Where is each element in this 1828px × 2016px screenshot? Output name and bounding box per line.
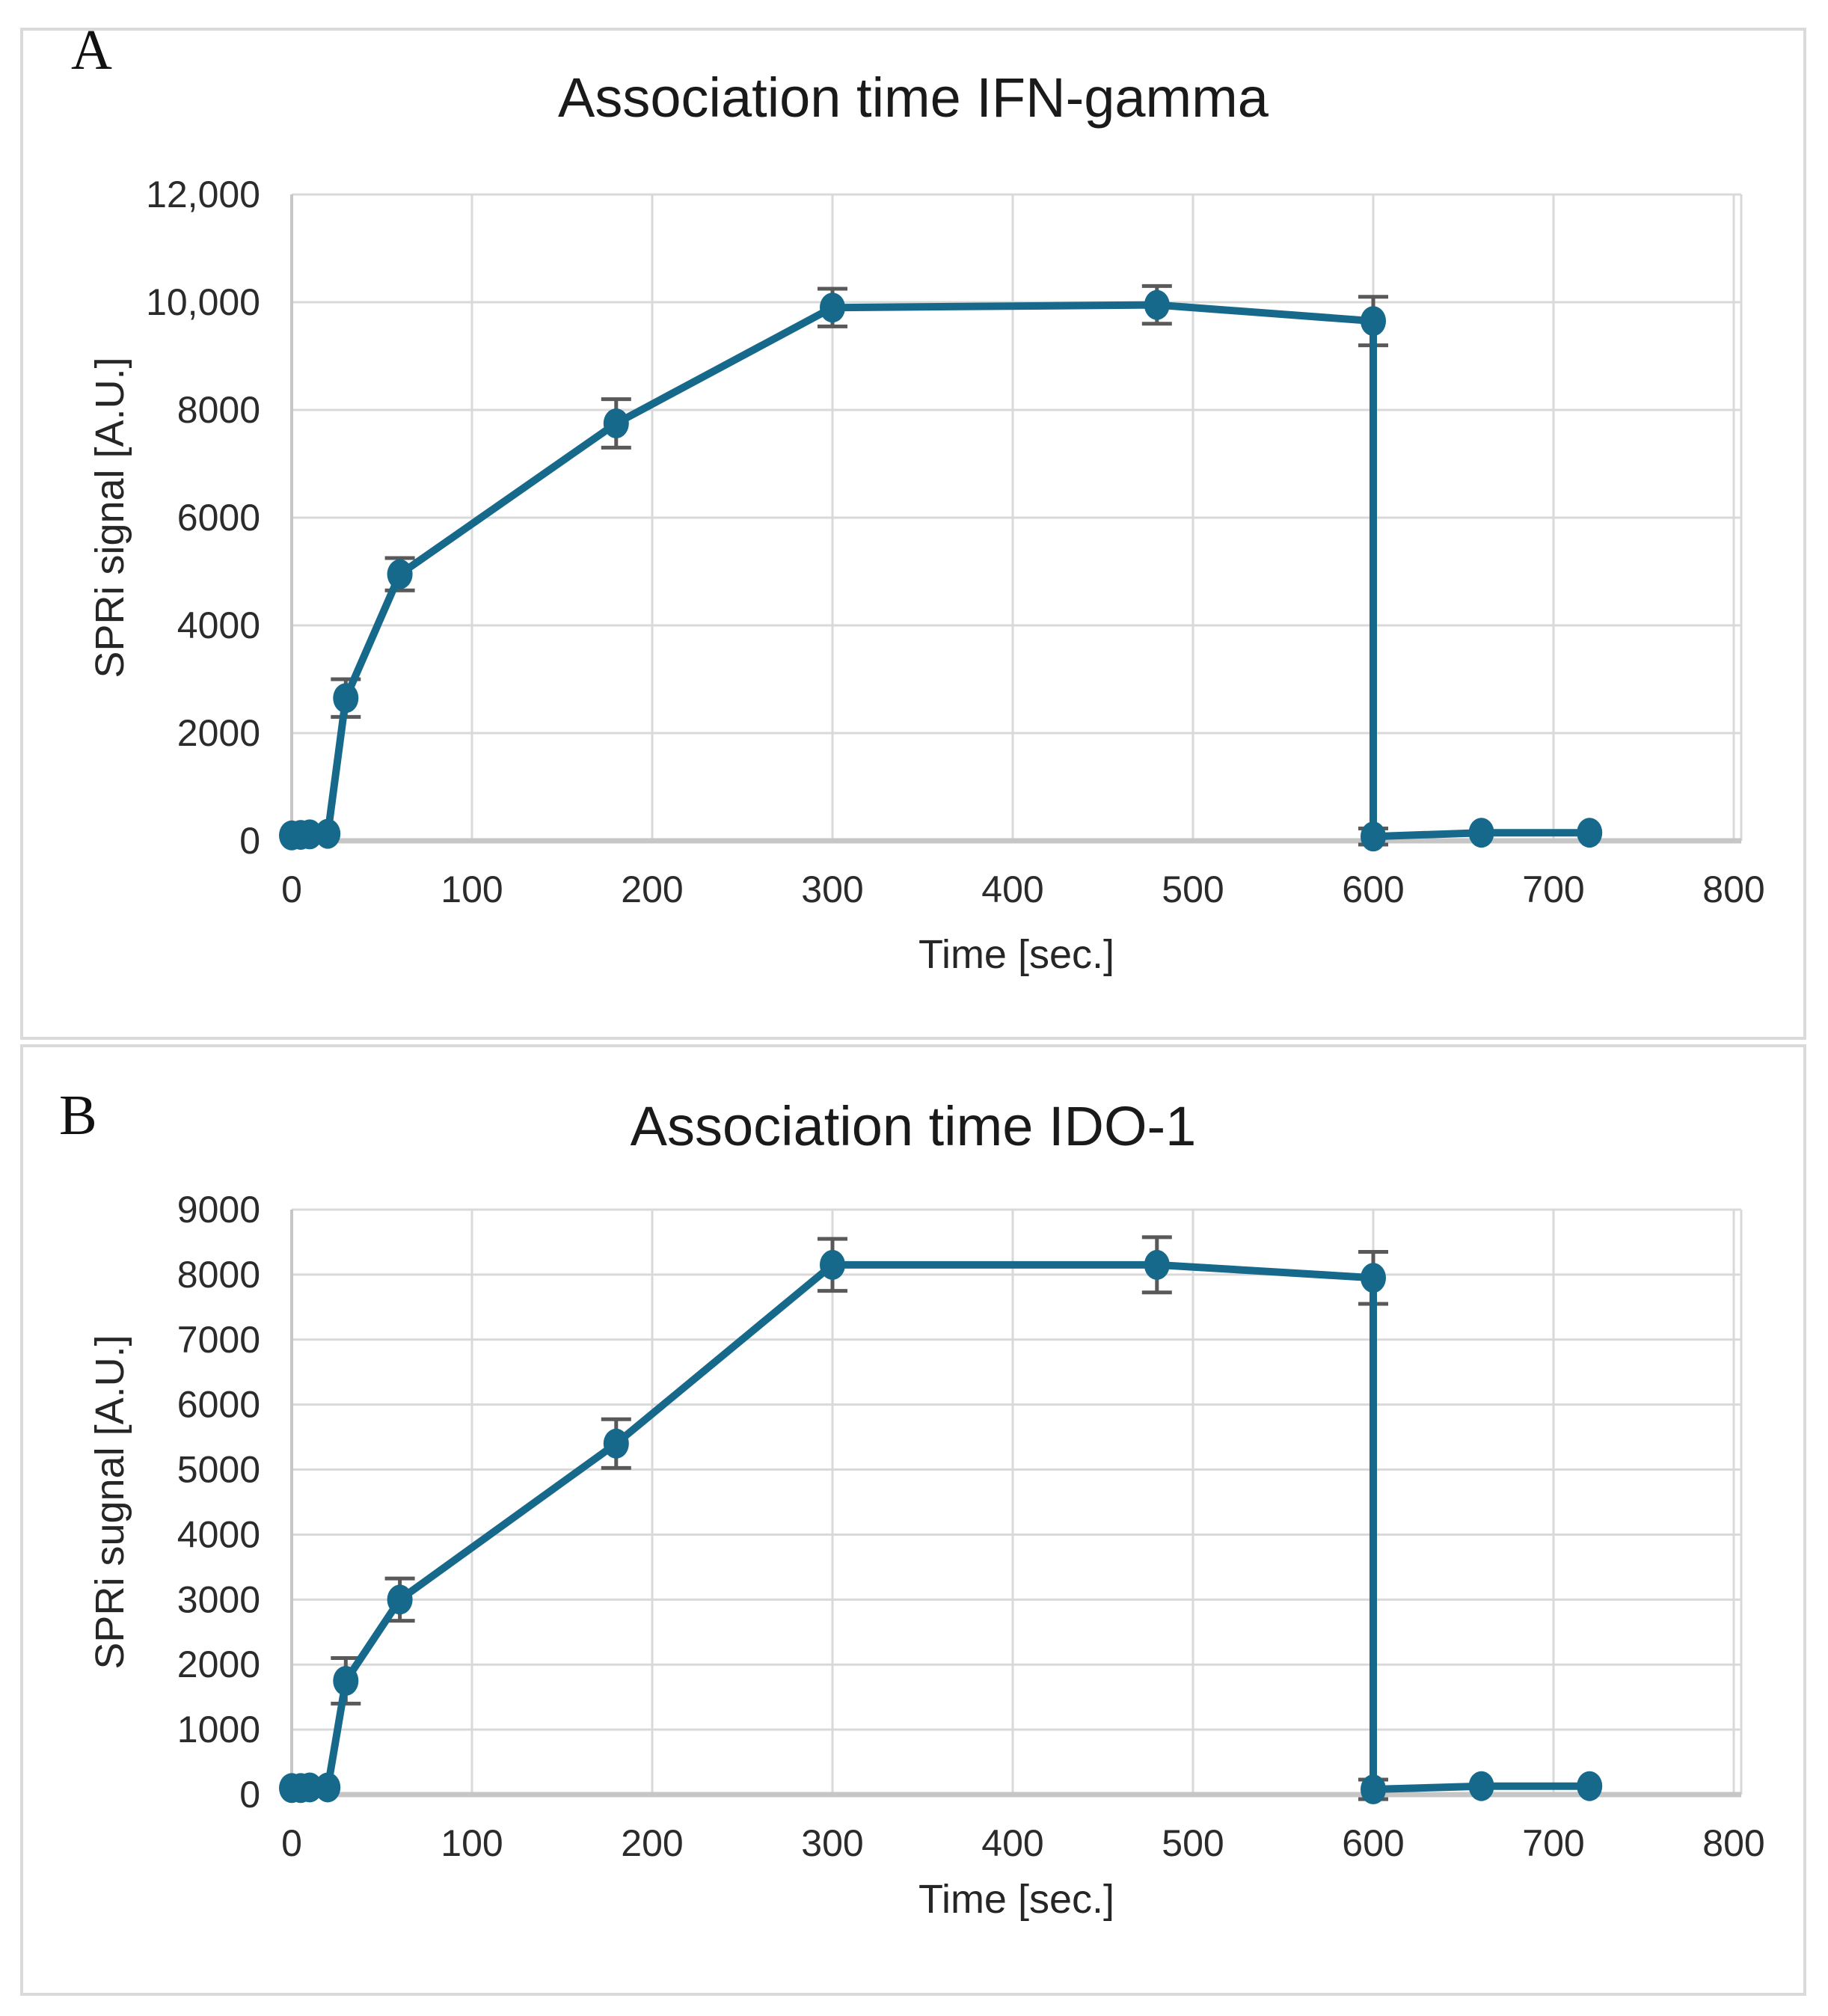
panel-b-letter: B (59, 1084, 97, 1147)
panel-a-chart-plot: 0 2000 4000 6000 8000 10,000 12,000 0 100 200 300 4… (146, 174, 1765, 910)
panel-b-chart-plot: 0 1000 2000 3000 4000 5000 6000 7000 8000 9000 0 10… (177, 1189, 1765, 1864)
panel-a: A Association time IFN-gamma 0 2000 4000 60… (20, 22, 1806, 1040)
y-tick-label: 5000 (177, 1449, 260, 1491)
data-point (1577, 818, 1603, 848)
data-point (820, 292, 845, 323)
x-tick-label: 700 (1522, 868, 1584, 910)
x-tick-label: 0 (281, 1822, 302, 1864)
data-point (297, 819, 323, 850)
y-tick-label: 6000 (177, 497, 260, 539)
panel-b-x-axis-title: Time [sec.] (918, 1877, 1115, 1922)
panel-a-letter: A (71, 19, 112, 82)
x-tick-label: 300 (801, 1822, 863, 1864)
x-tick-label: 800 (1702, 868, 1764, 910)
series-line (288, 301, 1594, 841)
y-tick-label: 4000 (177, 1513, 260, 1555)
data-point (820, 1249, 845, 1280)
x-tick-label: 100 (441, 1822, 503, 1864)
data-point (1577, 1771, 1603, 1801)
y-tick-label: 7000 (177, 1319, 260, 1361)
x-tick-label: 100 (441, 868, 503, 910)
data-point (333, 683, 359, 714)
panel-a-title: Association time IFN-gamma (558, 67, 1269, 129)
data-point (603, 408, 629, 438)
y-tick-label: 8000 (177, 389, 260, 431)
data-point (333, 1665, 359, 1696)
x-tick-label: 600 (1342, 868, 1404, 910)
panel-b: B Association time IDO-1 0 1000 2000 3000 40… (20, 1044, 1806, 1996)
y-tick-label: 2000 (177, 1643, 260, 1685)
x-tick-label: 500 (1162, 1822, 1224, 1864)
data-point (1361, 306, 1386, 337)
data-point (1468, 1771, 1494, 1801)
y-tick-label: 0 (239, 1774, 260, 1816)
data-point (1361, 1774, 1386, 1805)
x-tick-label: 600 (1342, 1822, 1404, 1864)
x-tick-label: 400 (981, 1822, 1043, 1864)
panel-b-title: Association time IDO-1 (630, 1095, 1197, 1157)
data-point (387, 1584, 413, 1615)
y-tick-label: 6000 (177, 1384, 260, 1426)
y-tick-label: 8000 (177, 1254, 260, 1296)
series-line (288, 1260, 1594, 1794)
panel-b-y-axis-title: SPRi sugnal [A.U.] (88, 1335, 132, 1670)
x-tick-label: 400 (981, 868, 1043, 910)
y-tick-label: 1000 (177, 1709, 260, 1750)
data-point (1361, 821, 1386, 852)
data-point (1361, 1263, 1386, 1293)
data-point (315, 818, 341, 849)
panel-a-y-axis-title: SPRi signal [A.U.] (88, 357, 132, 678)
y-tick-label: 2000 (177, 712, 260, 754)
x-tick-label: 200 (621, 1822, 683, 1864)
y-tick-label: 3000 (177, 1578, 260, 1620)
data-point (315, 1772, 341, 1803)
y-tick-label: 10,000 (146, 281, 260, 323)
data-point (387, 559, 413, 589)
x-tick-label: 0 (281, 868, 302, 910)
data-point (603, 1428, 629, 1459)
x-tick-label: 500 (1162, 868, 1224, 910)
data-point (1144, 1249, 1170, 1280)
y-tick-label: 9000 (177, 1189, 260, 1231)
data-point (1468, 818, 1494, 848)
y-tick-label: 12,000 (146, 174, 260, 215)
y-tick-label: 0 (239, 820, 260, 862)
data-point (297, 1772, 323, 1803)
y-tick-label: 4000 (177, 604, 260, 646)
x-tick-label: 300 (801, 868, 863, 910)
data-point (1144, 289, 1170, 320)
x-tick-label: 200 (621, 868, 683, 910)
x-tick-label: 700 (1522, 1822, 1584, 1864)
x-tick-label: 800 (1702, 1822, 1764, 1864)
panel-a-x-axis-title: Time [sec.] (918, 932, 1115, 977)
